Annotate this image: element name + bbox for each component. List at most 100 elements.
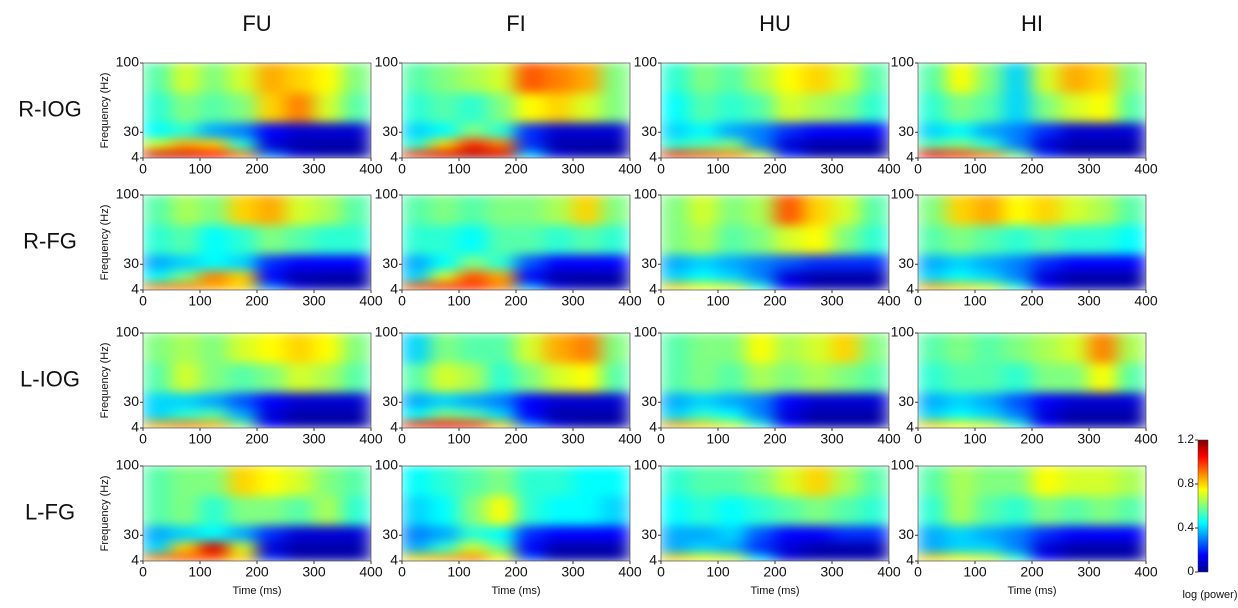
heat-cell	[458, 224, 488, 255]
heat-cell	[143, 419, 172, 428]
heat-cell	[515, 540, 545, 554]
heat-cell	[661, 92, 690, 123]
heat-cell	[946, 92, 976, 123]
heat-cell	[746, 552, 776, 561]
x-tick-label: 400	[1134, 293, 1158, 309]
heat-cell	[228, 466, 258, 497]
heat-cell	[746, 407, 776, 421]
row-label: R-FG	[23, 228, 77, 253]
heat-cell	[171, 362, 201, 393]
heat-cell	[572, 540, 602, 554]
heat-cell	[285, 121, 315, 139]
heat-cell	[860, 281, 889, 290]
heat-cell	[143, 407, 172, 421]
heat-cell	[199, 407, 229, 421]
x-tick-label: 100	[963, 431, 987, 447]
heat-cell	[946, 407, 976, 421]
heat-cell	[717, 419, 747, 428]
x-tick-label: 100	[963, 564, 987, 580]
heat-cell	[143, 362, 172, 393]
heat-cell	[285, 362, 315, 393]
heat-cell	[946, 391, 976, 409]
heat-cell	[171, 63, 201, 94]
heat-cell	[544, 281, 574, 290]
heat-cell	[285, 195, 315, 226]
heat-cell	[774, 195, 804, 226]
x-tick-label: 200	[1020, 161, 1044, 177]
heat-cell	[918, 391, 947, 409]
heat-cell	[430, 137, 460, 151]
heat-cell	[487, 362, 517, 393]
heat-cell	[342, 362, 371, 393]
heat-cell	[313, 362, 343, 393]
heat-cell	[199, 281, 229, 290]
heatmap-cells	[918, 195, 1146, 290]
heat-cell	[689, 466, 719, 497]
heat-cell	[661, 391, 690, 409]
heat-cell	[689, 149, 719, 158]
heat-cell	[228, 121, 258, 139]
heat-cell	[974, 407, 1004, 421]
heat-cell	[974, 333, 1004, 364]
heat-cell	[601, 540, 630, 554]
heat-cell	[171, 269, 201, 283]
heat-cell	[746, 121, 776, 139]
heat-cell	[601, 407, 630, 421]
heat-cell	[1031, 540, 1061, 554]
heat-cell	[1060, 281, 1090, 290]
heatmap-cells	[402, 63, 630, 158]
heat-cell	[430, 407, 460, 421]
heat-cell	[572, 63, 602, 94]
heat-cell	[342, 281, 371, 290]
heat-cell	[402, 137, 431, 151]
heat-cell	[572, 495, 602, 526]
y-tick-label: 100	[634, 186, 658, 202]
column-title: FI	[506, 11, 526, 36]
heat-cell	[1088, 524, 1118, 542]
heat-cell	[774, 253, 804, 271]
heat-cell	[746, 149, 776, 158]
heat-cell	[1060, 540, 1090, 554]
x-tick-label: 400	[359, 293, 383, 309]
heat-cell	[430, 466, 460, 497]
heat-cell	[1088, 63, 1118, 94]
heat-cell	[717, 92, 747, 123]
heat-cell	[313, 253, 343, 271]
heat-cell	[974, 137, 1004, 151]
heat-cell	[256, 540, 286, 554]
x-tick-label: 200	[245, 293, 269, 309]
heat-cell	[171, 391, 201, 409]
x-tick-label: 200	[245, 564, 269, 580]
heat-cell	[689, 495, 719, 526]
heat-cell	[946, 419, 976, 428]
heat-cell	[831, 137, 861, 151]
heat-cell	[285, 281, 315, 290]
x-tick-label: 0	[139, 161, 147, 177]
heat-cell	[918, 281, 947, 290]
colorbar	[1197, 439, 1209, 573]
heat-cell	[1031, 253, 1061, 271]
heat-cell	[544, 149, 574, 158]
heat-cell	[860, 466, 889, 497]
heat-cell	[1031, 362, 1061, 393]
heat-cell	[689, 407, 719, 421]
heat-cell	[515, 195, 545, 226]
heat-cell	[458, 121, 488, 139]
heat-cell	[1088, 419, 1118, 428]
heat-cell	[342, 137, 371, 151]
heat-cell	[487, 540, 517, 554]
heat-cell	[544, 391, 574, 409]
heat-cell	[143, 269, 172, 283]
heat-cell	[1003, 281, 1033, 290]
heat-cell	[143, 137, 172, 151]
heat-cell	[544, 466, 574, 497]
heat-cell	[572, 524, 602, 542]
heat-cell	[974, 149, 1004, 158]
heatmap-cells	[661, 63, 889, 158]
heat-cell	[831, 224, 861, 255]
heat-cell	[918, 495, 947, 526]
heat-cell	[228, 269, 258, 283]
heat-cell	[1088, 407, 1118, 421]
heat-cell	[831, 419, 861, 428]
heat-cell	[402, 281, 431, 290]
